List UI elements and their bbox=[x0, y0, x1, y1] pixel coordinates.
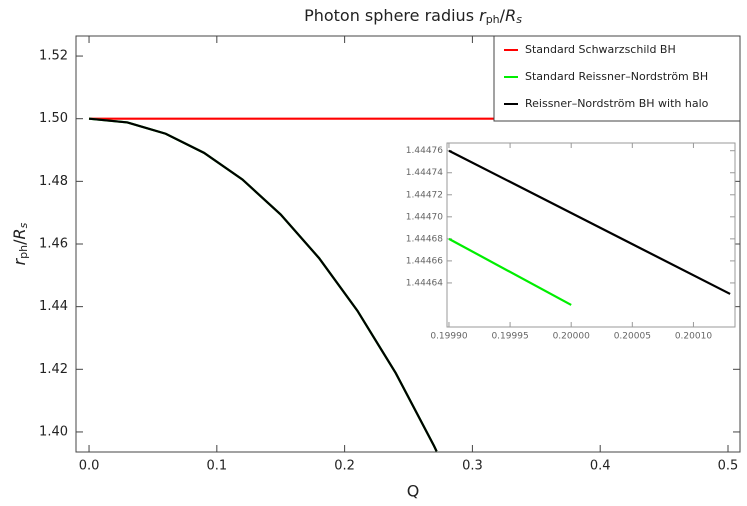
y-tick-label: 1.44468 bbox=[406, 234, 443, 244]
x-tick-label: 0.5 bbox=[718, 459, 739, 474]
x-tick-label: 0.3 bbox=[462, 459, 483, 474]
y-tick-label: 1.44470 bbox=[406, 212, 443, 222]
y-tick-label: 1.44474 bbox=[406, 168, 443, 178]
ylabel-math: / bbox=[10, 239, 29, 245]
y-tick-label: 1.44466 bbox=[406, 256, 443, 266]
plot-area bbox=[448, 149, 731, 306]
y-tick-label: 1.48 bbox=[39, 174, 68, 189]
y-tick-label: 1.44 bbox=[39, 299, 68, 314]
title-math: R bbox=[505, 6, 516, 25]
legend-box bbox=[493, 35, 741, 122]
x-tick-label: 0.0 bbox=[79, 459, 100, 474]
legend-label: Reissner–Nordström BH with halo bbox=[525, 97, 709, 110]
title-math: s bbox=[516, 13, 522, 26]
frame bbox=[75, 35, 741, 453]
x-tick-label: 0.4 bbox=[590, 459, 611, 474]
x-tick-label: 0.20010 bbox=[675, 332, 712, 342]
y-tick-label: 1.52 bbox=[39, 49, 68, 64]
y-tick-label: 1.44464 bbox=[406, 278, 443, 288]
title-text: Photon sphere radius bbox=[304, 6, 474, 25]
x-tick-label: 0.19990 bbox=[430, 332, 467, 342]
x-tick-label: 0.2 bbox=[334, 459, 355, 474]
x-tick-label: 0.20005 bbox=[614, 332, 651, 342]
series-line bbox=[448, 149, 731, 295]
y-tick-label: 1.42 bbox=[39, 362, 68, 377]
x-tick-label: 0.19995 bbox=[491, 332, 528, 342]
x-axis-label: Q bbox=[407, 482, 420, 501]
ylabel-math: ph bbox=[17, 245, 30, 259]
ylabel-math: r bbox=[10, 257, 29, 265]
y-tick-label: 1.44476 bbox=[406, 146, 443, 156]
legend-label: Standard Schwarzschild BH bbox=[525, 43, 676, 56]
title-math: / bbox=[500, 6, 506, 25]
x-tick-label: 0.20000 bbox=[553, 332, 590, 342]
frame bbox=[446, 142, 736, 328]
series-line bbox=[448, 237, 572, 306]
title-math: r bbox=[479, 6, 487, 25]
title-math: ph bbox=[486, 13, 500, 26]
y-tick-label: 1.40 bbox=[39, 424, 68, 439]
ylabel-math: s bbox=[17, 222, 30, 228]
chart-title: Photon sphere radius rph/Rs bbox=[304, 6, 522, 27]
y-tick-label: 1.44472 bbox=[406, 190, 443, 200]
series-line bbox=[88, 117, 438, 452]
y-tick-label: 1.46 bbox=[39, 237, 68, 252]
x-tick-label: 0.1 bbox=[206, 459, 227, 474]
series-line bbox=[88, 117, 438, 452]
y-axis-label: rph/Rs bbox=[10, 222, 31, 265]
y-tick-label: 1.50 bbox=[39, 111, 68, 126]
legend-label: Standard Reissner–Nordström BH bbox=[525, 70, 708, 83]
ylabel-math: R bbox=[10, 228, 29, 239]
